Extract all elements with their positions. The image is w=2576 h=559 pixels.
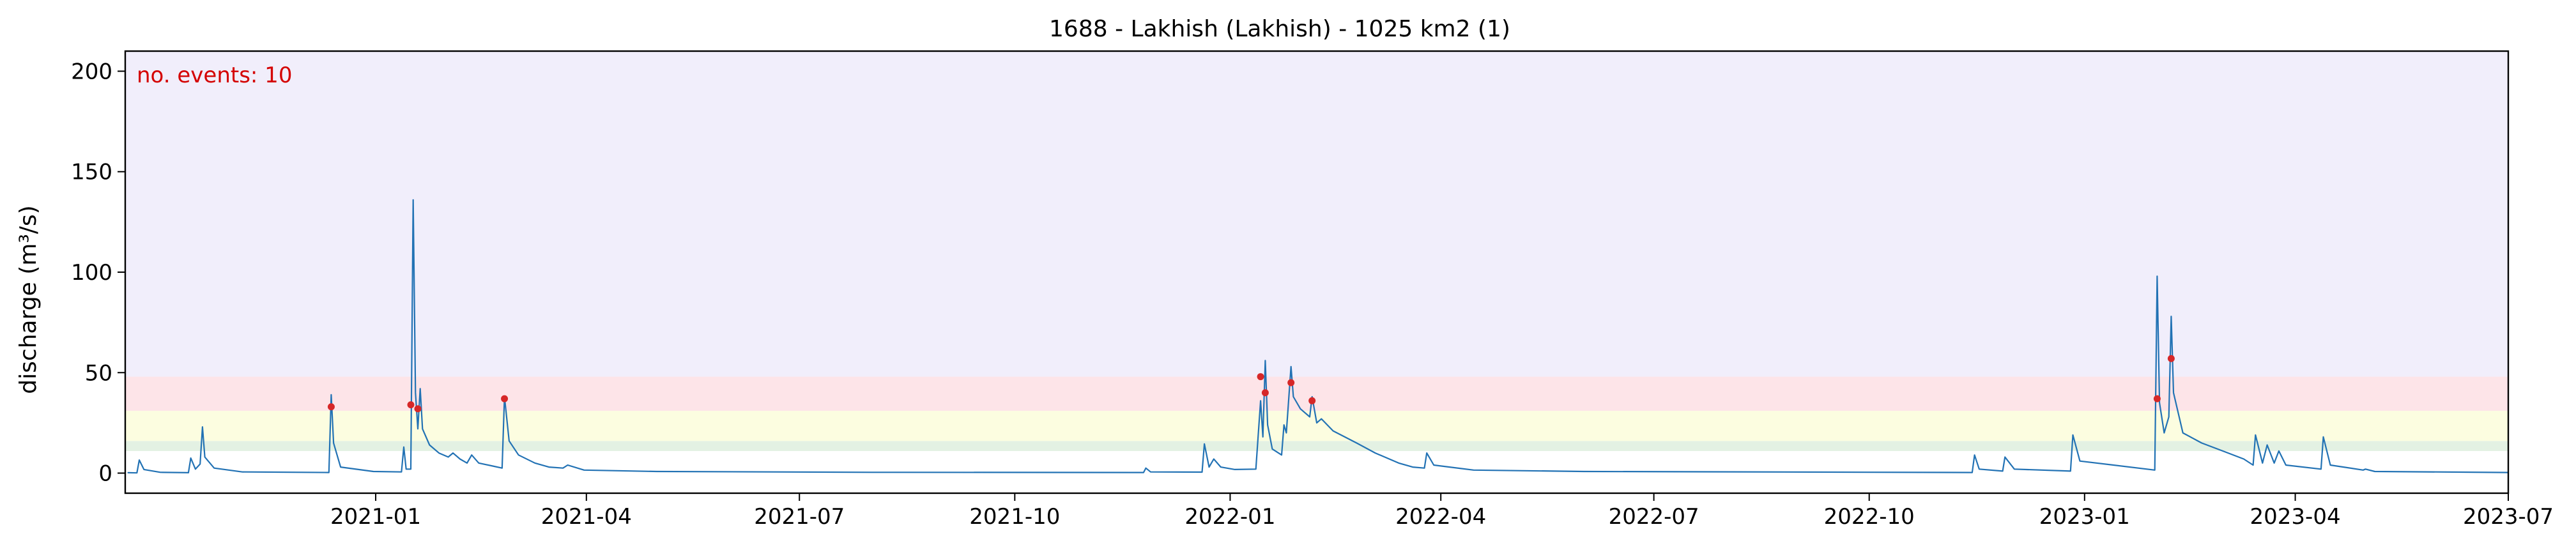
x-tick-label-0: 2021-01 <box>330 504 421 530</box>
threshold-band-1 <box>125 411 2508 441</box>
event-marker-9 <box>2167 355 2175 362</box>
x-tick-label-9: 2023-04 <box>2250 504 2341 530</box>
x-tick-label-10: 2023-07 <box>2463 504 2554 530</box>
event-marker-0 <box>327 403 335 411</box>
x-tick-label-8: 2023-01 <box>2039 504 2130 530</box>
y-tick-label-0: 0 <box>98 461 112 487</box>
y-tick-label-3: 150 <box>71 160 112 185</box>
y-tick-label-2: 100 <box>71 260 112 286</box>
y-tick-label-4: 200 <box>71 59 112 84</box>
x-tick-label-5: 2022-04 <box>1395 504 1486 530</box>
chart-title: 1688 - Lakhish (Lakhish) - 1025 km2 (1) <box>1049 16 1510 42</box>
x-tick-label-3: 2021-10 <box>969 504 1060 530</box>
event-marker-2 <box>414 405 422 413</box>
y-tick-label-1: 50 <box>85 360 112 386</box>
x-tick-label-2: 2021-07 <box>754 504 845 530</box>
event-marker-3 <box>501 395 509 402</box>
y-axis-label: discharge (m³/s) <box>15 205 42 394</box>
threshold-band-0 <box>125 441 2508 451</box>
y-axis: 0 50 100 150 200 <box>71 59 125 487</box>
events-count-annotation: no. events: 10 <box>137 63 292 88</box>
discharge-series <box>127 199 2509 474</box>
x-tick-label-6: 2022-07 <box>1609 504 1699 530</box>
event-marker-6 <box>1287 379 1295 387</box>
x-axis: 2021-01 2021-04 2021-07 2021-10 2022-01 2022-… <box>330 493 2554 530</box>
x-tick-label-1: 2021-04 <box>541 504 632 530</box>
threshold-band-3 <box>125 51 2508 377</box>
discharge-line-0 <box>127 199 2509 474</box>
threshold-band-2 <box>125 376 2508 411</box>
event-markers <box>327 355 2175 413</box>
event-marker-5 <box>1261 389 1269 397</box>
threshold-bands <box>125 51 2508 451</box>
event-marker-7 <box>1308 397 1316 404</box>
event-marker-4 <box>1257 373 1264 381</box>
x-tick-label-7: 2022-10 <box>1824 504 1915 530</box>
event-marker-1 <box>407 401 415 409</box>
event-marker-8 <box>2153 395 2161 402</box>
x-tick-label-4: 2022-01 <box>1184 504 1275 530</box>
